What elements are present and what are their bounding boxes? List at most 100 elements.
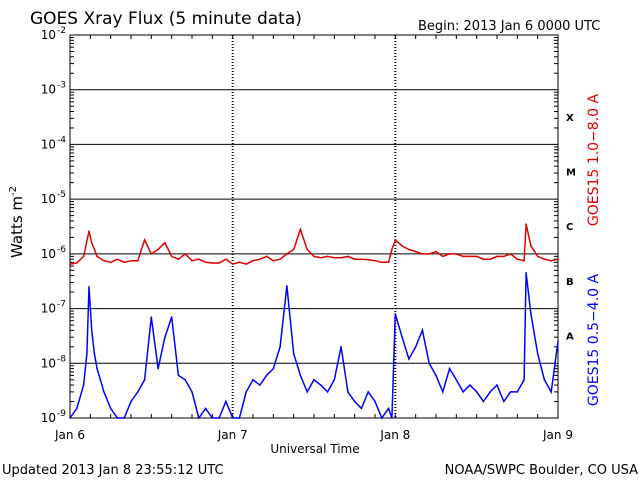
data-point [353, 258, 356, 261]
data-point [525, 223, 527, 225]
y-tick-exponent: -5 [57, 190, 66, 200]
data-point [143, 239, 146, 241]
data-point [462, 391, 464, 393]
data-point [543, 258, 546, 261]
data-point [313, 255, 315, 258]
data-point [421, 329, 424, 332]
data-point [96, 367, 98, 370]
y-tick-label: 10 [41, 302, 56, 316]
data-point [211, 417, 214, 419]
data-point [550, 259, 552, 262]
data-point [259, 258, 261, 261]
data-point [428, 253, 431, 255]
x-tick-label: Jan 8 [379, 428, 410, 442]
data-point [489, 391, 492, 393]
data-point [408, 358, 410, 360]
data-point [347, 391, 349, 393]
data-point [333, 379, 336, 381]
data-point [469, 255, 471, 258]
data-point [116, 417, 119, 419]
data-point [374, 259, 376, 262]
flare-class-label: C [566, 222, 573, 233]
data-point [109, 407, 112, 410]
data-point [231, 263, 234, 265]
data-point [320, 384, 322, 386]
data-point [333, 256, 336, 259]
data-point [177, 258, 180, 261]
data-point [245, 263, 247, 265]
data-point [116, 258, 119, 261]
data-point [536, 255, 539, 258]
data-point [401, 245, 403, 247]
data-point [326, 391, 329, 393]
data-point [435, 374, 437, 377]
data-point [530, 313, 532, 315]
y-tick-label: 10 [41, 247, 56, 261]
y-tick-label: 10 [41, 83, 56, 97]
series-line-1 [69, 272, 559, 420]
data-point [523, 379, 525, 381]
data-point [69, 263, 71, 265]
data-point [557, 258, 559, 261]
data-point [475, 391, 478, 393]
data-point [157, 367, 159, 370]
x-axis-title: Universal Time [270, 442, 359, 456]
data-point [218, 262, 220, 264]
data-point [482, 258, 485, 261]
y-axis-title: Watts m-2 [8, 186, 26, 258]
footer-credit: NOAA/SWPC Boulder, CO USA [445, 463, 638, 478]
y-tick-label: 10 [41, 356, 56, 370]
data-point [367, 259, 370, 261]
data-point [408, 248, 410, 251]
data-point [475, 255, 478, 258]
data-point [496, 384, 498, 386]
data-point [536, 352, 539, 355]
data-point [130, 400, 132, 403]
data-point [279, 258, 281, 261]
data-point [292, 248, 295, 251]
data-point [320, 256, 322, 259]
data-point [252, 259, 254, 262]
data-point [557, 340, 559, 343]
data-point [469, 384, 471, 386]
y-tick-label: 10 [41, 137, 56, 151]
data-point [482, 400, 485, 403]
data-point [530, 245, 532, 247]
data-point [496, 255, 498, 258]
data-point [525, 272, 527, 274]
data-point [123, 261, 125, 264]
data-point [164, 336, 166, 339]
data-point [448, 367, 451, 370]
data-point [137, 259, 139, 262]
data-point [340, 346, 342, 348]
data-point [516, 391, 519, 393]
data-point [326, 255, 329, 258]
data-point [414, 346, 417, 348]
data-point [93, 352, 96, 355]
flare-class-label: A [566, 332, 574, 343]
data-point [76, 407, 78, 410]
data-point [313, 379, 315, 381]
flare-class-label: M [566, 168, 576, 179]
data-point [381, 261, 383, 264]
data-point [286, 253, 288, 255]
data-point [225, 400, 227, 403]
plot-frame [69, 34, 559, 419]
data-point [191, 391, 193, 393]
data-point [394, 313, 397, 315]
data-point [90, 241, 93, 244]
data-point [347, 255, 349, 258]
y-tick-exponent: -2 [57, 26, 66, 36]
data-point [82, 255, 85, 258]
data-point [177, 374, 180, 377]
y-tick-exponent: -4 [57, 135, 66, 145]
data-point [211, 262, 214, 264]
y-tick-label: 10 [41, 192, 56, 206]
data-point [442, 255, 444, 258]
data-point [103, 391, 105, 393]
data-point [82, 384, 85, 386]
data-point [462, 255, 464, 258]
x-tick-label: Jan 9 [542, 428, 573, 442]
data-point [130, 259, 132, 262]
